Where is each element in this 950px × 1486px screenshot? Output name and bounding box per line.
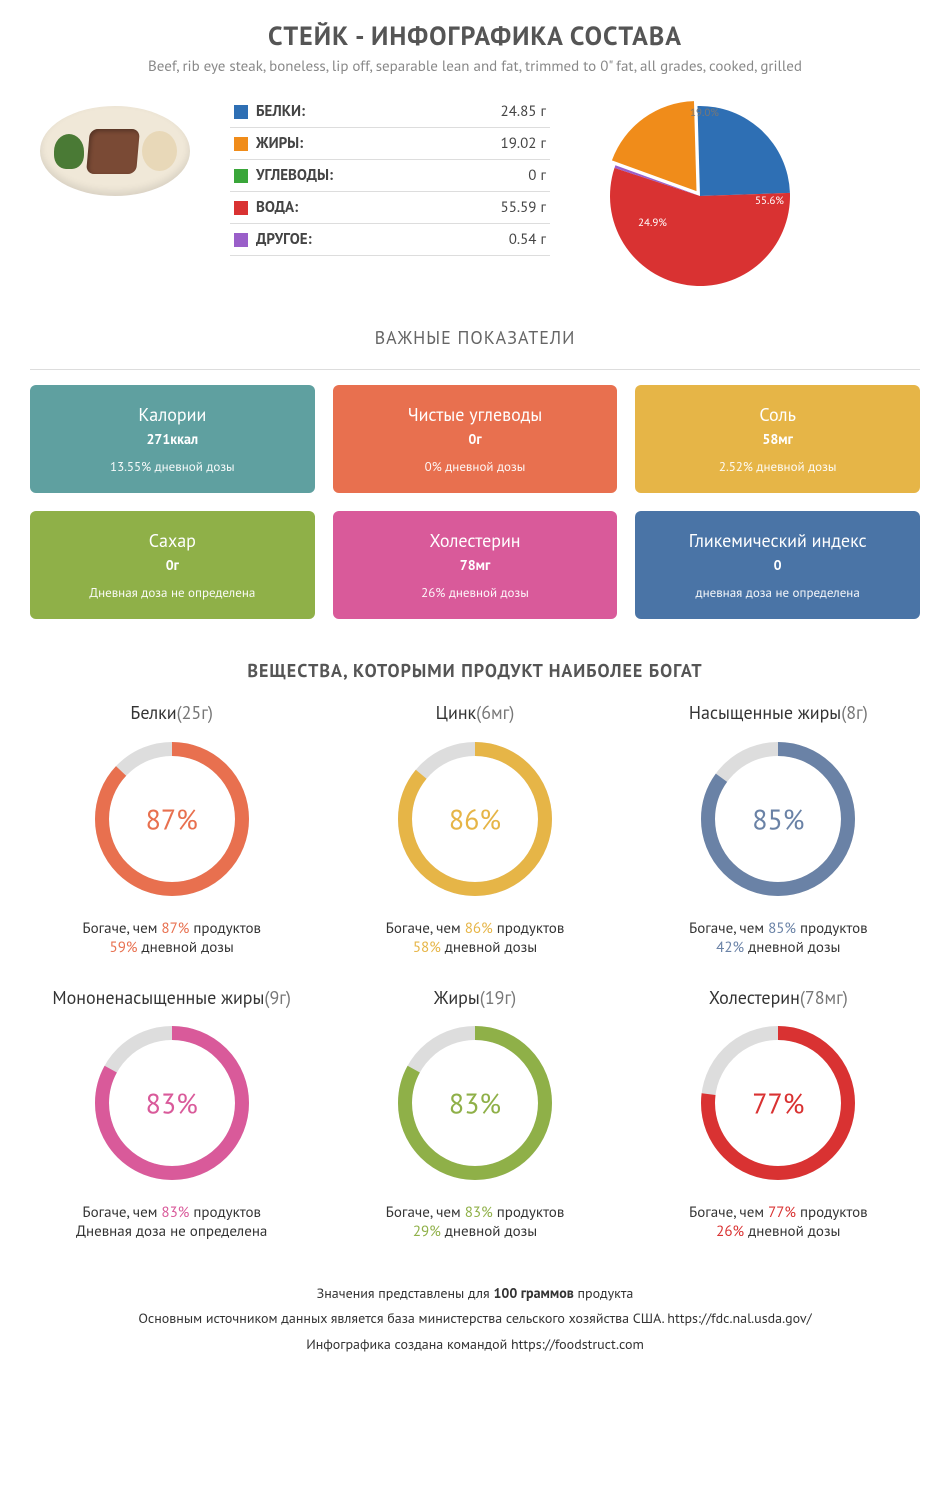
rich-line-2: 29% дневной дозы — [333, 1222, 616, 1241]
metric-value: 78мг — [345, 556, 606, 574]
rich-line-1: Богаче, чем 77% продуктов — [637, 1203, 920, 1222]
composition-label: ЖИРЫ: — [256, 134, 501, 153]
donut-percent: 83% — [449, 1085, 501, 1122]
composition-row: БЕЛКИ: 24.85 г — [230, 96, 550, 128]
composition-label: ДРУГОЕ: — [256, 230, 509, 249]
metrics-cards: Калории 271ккал 13.55% дневной дозы Чист… — [30, 385, 920, 619]
metric-card: Холестерин 78мг 26% дневной дозы — [333, 511, 618, 619]
rich-title: Мононенасыщенные жиры(9г) — [30, 987, 313, 1009]
page-title: СТЕЙК - ИНФОГРАФИКА СОСТАВА — [30, 20, 920, 53]
donut-chart: 86% — [390, 734, 560, 904]
metric-card: Соль 58мг 2.52% дневной дозы — [635, 385, 920, 493]
composition-row: ВОДА: 55.59 г — [230, 192, 550, 224]
metric-title: Гликемический индекс — [647, 529, 908, 552]
metric-title: Чистые углеводы — [345, 403, 606, 426]
donut-percent: 83% — [146, 1085, 198, 1122]
divider — [30, 369, 920, 370]
donut-chart: 85% — [693, 734, 863, 904]
composition-value: 24.85 г — [501, 102, 546, 121]
donut-percent: 85% — [752, 800, 804, 837]
color-swatch — [234, 169, 248, 183]
composition-value: 0.54 г — [509, 230, 546, 249]
page-subtitle: Beef, rib eye steak, boneless, lip off, … — [30, 57, 920, 76]
color-swatch — [234, 137, 248, 151]
metric-daily: дневная доза не определена — [647, 584, 908, 601]
donut-chart: 77% — [693, 1018, 863, 1188]
metric-daily: 13.55% дневной дозы — [42, 458, 303, 475]
rich-title: Цинк(6мг) — [333, 702, 616, 724]
rich-line-1: Богаче, чем 86% продуктов — [333, 919, 616, 938]
rich-title: Холестерин(78мг) — [637, 987, 920, 1009]
rich-item: Насыщенные жиры(8г) 85% Богаче, чем 85% … — [637, 702, 920, 957]
metric-value: 0 — [647, 556, 908, 574]
composition-row: ДРУГОЕ: 0.54 г — [230, 224, 550, 256]
donut-percent: 86% — [449, 800, 501, 837]
rich-item: Жиры(19г) 83% Богаче, чем 83% продуктов … — [333, 987, 616, 1242]
rich-line-2: 58% дневной дозы — [333, 938, 616, 957]
metric-value: 271ккал — [42, 430, 303, 448]
rich-grid: Белки(25г) 87% Богаче, чем 87% продуктов… — [30, 702, 920, 1241]
composition-label: УГЛЕВОДЫ: — [256, 166, 528, 185]
footer-line-1: Значения представлены для 100 граммов пр… — [30, 1281, 920, 1306]
rich-section: ВЕЩЕСТВА, КОТОРЫМИ ПРОДУКТ НАИБОЛЕЕ БОГА… — [30, 659, 920, 1241]
rich-title: Насыщенные жиры(8г) — [637, 702, 920, 724]
color-swatch — [234, 105, 248, 119]
food-illustration — [30, 96, 200, 206]
rich-line-1: Богаче, чем 83% продуктов — [30, 1203, 313, 1222]
rich-line-2: 42% дневной дозы — [637, 938, 920, 957]
composition-value: 19.02 г — [501, 134, 546, 153]
metrics-heading: ВАЖНЫЕ ПОКАЗАТЕЛИ — [30, 326, 920, 349]
donut-percent: 87% — [146, 800, 198, 837]
rich-line-1: Богаче, чем 87% продуктов — [30, 919, 313, 938]
composition-value: 0 г — [528, 166, 546, 185]
rich-title: Белки(25г) — [30, 702, 313, 724]
donut-chart: 87% — [87, 734, 257, 904]
metric-daily: 0% дневной дозы — [345, 458, 606, 475]
metric-daily: 2.52% дневной дозы — [647, 458, 908, 475]
metric-title: Соль — [647, 403, 908, 426]
donut-chart: 83% — [390, 1018, 560, 1188]
metric-title: Сахар — [42, 529, 303, 552]
composition-table: БЕЛКИ: 24.85 г ЖИРЫ: 19.02 г УГЛЕВОДЫ: 0… — [230, 96, 550, 256]
rich-title: Жиры(19г) — [333, 987, 616, 1009]
composition-value: 55.59 г — [501, 198, 546, 217]
rich-item: Белки(25г) 87% Богаче, чем 87% продуктов… — [30, 702, 313, 957]
rich-line-2: 26% дневной дозы — [637, 1222, 920, 1241]
metric-title: Калории — [42, 403, 303, 426]
donut-chart: 83% — [87, 1018, 257, 1188]
rich-heading: ВЕЩЕСТВА, КОТОРЫМИ ПРОДУКТ НАИБОЛЕЕ БОГА… — [30, 659, 920, 682]
metric-value: 58мг — [647, 430, 908, 448]
composition-row: УГЛЕВОДЫ: 0 г — [230, 160, 550, 192]
rich-line-1: Богаче, чем 83% продуктов — [333, 1203, 616, 1222]
metric-card: Гликемический индекс 0 дневная доза не о… — [635, 511, 920, 619]
top-section: БЕЛКИ: 24.85 г ЖИРЫ: 19.02 г УГЛЕВОДЫ: 0… — [30, 96, 920, 296]
composition-row: ЖИРЫ: 19.02 г — [230, 128, 550, 160]
donut-percent: 77% — [752, 1085, 804, 1122]
footer-line-3: Инфографика создана командой https://foo… — [30, 1332, 920, 1357]
metric-card: Калории 271ккал 13.55% дневной дозы — [30, 385, 315, 493]
metric-value: 0г — [345, 430, 606, 448]
header: СТЕЙК - ИНФОГРАФИКА СОСТАВА Beef, rib ey… — [30, 20, 920, 76]
rich-line-1: Богаче, чем 85% продуктов — [637, 919, 920, 938]
footer-line-2: Основным источником данных является база… — [30, 1306, 920, 1331]
color-swatch — [234, 201, 248, 215]
rich-item: Цинк(6мг) 86% Богаче, чем 86% продуктов … — [333, 702, 616, 957]
metric-card: Чистые углеводы 0г 0% дневной дозы — [333, 385, 618, 493]
composition-pie-chart: 24.9%19.0%55.6% — [580, 96, 820, 296]
composition-label: БЕЛКИ: — [256, 102, 501, 121]
metric-daily: 26% дневной дозы — [345, 584, 606, 601]
rich-item: Холестерин(78мг) 77% Богаче, чем 77% про… — [637, 987, 920, 1242]
metric-card: Сахар 0г Дневная доза не определена — [30, 511, 315, 619]
metric-daily: Дневная доза не определена — [42, 584, 303, 601]
color-swatch — [234, 233, 248, 247]
rich-line-2: Дневная доза не определена — [30, 1222, 313, 1241]
composition-label: ВОДА: — [256, 198, 501, 217]
rich-item: Мононенасыщенные жиры(9г) 83% Богаче, че… — [30, 987, 313, 1242]
rich-line-2: 59% дневной дозы — [30, 938, 313, 957]
footer: Значения представлены для 100 граммов пр… — [30, 1281, 920, 1357]
metric-value: 0г — [42, 556, 303, 574]
metric-title: Холестерин — [345, 529, 606, 552]
